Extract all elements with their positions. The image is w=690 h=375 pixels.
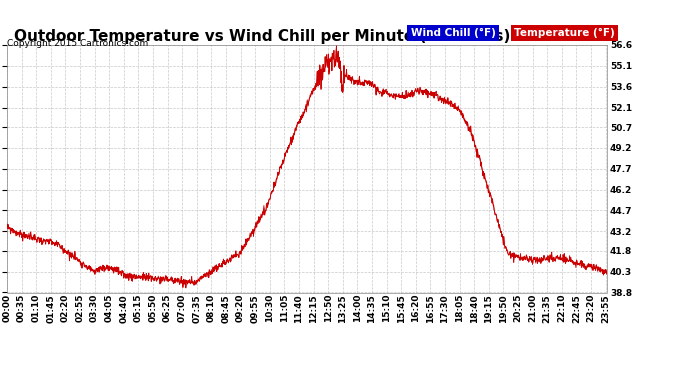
Text: Wind Chill (°F): Wind Chill (°F) [411, 28, 495, 38]
Text: Temperature (°F): Temperature (°F) [514, 28, 615, 38]
Title: Outdoor Temperature vs Wind Chill per Minute (24 Hours) 20150331: Outdoor Temperature vs Wind Chill per Mi… [14, 29, 600, 44]
Text: Copyright 2015 Cartronics.com: Copyright 2015 Cartronics.com [7, 39, 148, 48]
